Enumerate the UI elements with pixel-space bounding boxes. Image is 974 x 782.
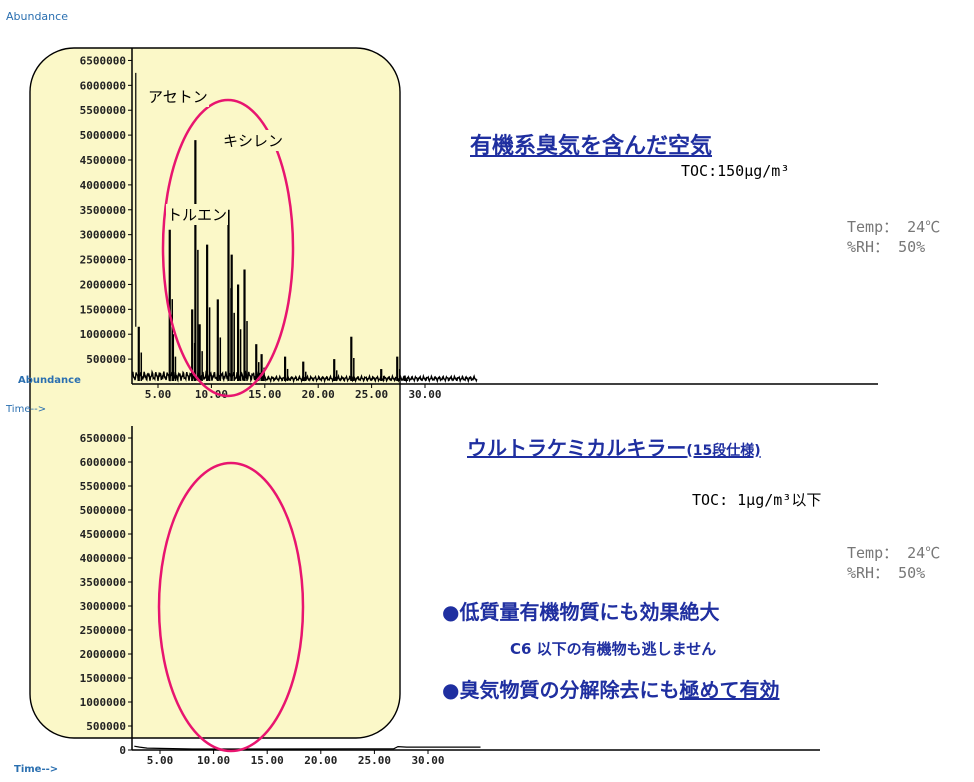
y-tick-label: 2500000 [80,624,126,637]
y-tick-label: 2500000 [80,254,126,267]
chromatogram-trace [134,745,481,750]
y-tick-label: 3500000 [80,204,126,217]
x-tick-label: 10.00 [197,754,230,767]
peak-label-acetone: アセトン [147,86,209,107]
top-chart-title: 有機系臭気を含んだ空気 [470,134,713,159]
top-xlabel: Time--> [6,404,47,415]
bottom-title-main: ウルトラケミカルキラー [467,436,687,460]
bottom-ylabel: Abundance [18,375,81,386]
y-tick-label: 6000000 [80,79,126,92]
top-chart: 500000 1000000 1500000 2000000 2500000 300000… [80,48,878,401]
bottom-rh: %RH： 50% [847,564,926,582]
peak-label-toluene: トルエン [166,204,229,225]
y-tick-label: 4000000 [80,552,126,565]
y-tick-label: 0 [119,744,126,757]
bottom-temp: Temp： 24℃ [847,544,941,562]
feature-bullet-1: ●低質量有機物質にも効果絶大 [442,600,720,624]
highlight-ellipse-bottom [157,461,305,753]
y-tick-label: 6500000 [80,432,126,445]
y-tick-label: 4000000 [80,179,126,192]
x-tick-label: 5.00 [147,754,174,767]
x-tick-label: 30.00 [408,388,441,401]
top-ylabel: Abundance [6,10,68,23]
x-tick-label: 30.00 [411,754,444,767]
top-rh: %RH： 50% [847,238,926,256]
top-toc-value: TOC:150μg/m³ [681,162,790,180]
y-tick-label: 3000000 [80,600,126,613]
y-tick-label: 5000000 [80,504,126,517]
x-tick-label: 20.00 [304,754,337,767]
y-tick-label: 4500000 [80,528,126,541]
x-tick-label: 25.00 [355,388,388,401]
top-temp: Temp： 24℃ [847,218,941,236]
y-tick-label: 5500000 [80,480,126,493]
feature-bullet-2: ●臭気物質の分解除去にも極めて有効 [442,674,779,703]
feature-bullet-2-prefix: ●臭気物質の分解除去にも [442,678,680,702]
chromatogram-baseline [131,369,478,384]
bottom-chart: 0 500000 1000000 1500000 2000000 2500000 30000… [80,426,820,767]
y-tick-label: 2000000 [80,278,126,291]
x-tick-label: 10.00 [195,388,228,401]
y-tick-label: 4500000 [80,154,126,167]
y-tick-label: 500000 [86,720,126,733]
feature-sub-1: C6 以下の有機物も逃しません [510,640,717,658]
highlight-ellipse-top [161,98,295,398]
y-tick-label: 5500000 [80,104,126,117]
y-tick-label: 2000000 [80,648,126,661]
peak-label-xylene: キシレン [222,130,285,151]
x-tick-label: 20.00 [302,388,335,401]
bottom-toc-value: TOC: 1μg/m³以下 [692,491,822,509]
x-tick-label: 15.00 [251,754,284,767]
y-tick-label: 5000000 [80,129,126,142]
y-tick-label: 6500000 [80,54,126,67]
bottom-chart-title: ウルトラケミカルキラー(15段仕様) [467,432,761,461]
y-tick-label: 6000000 [80,456,126,469]
y-tick-label: 500000 [86,353,126,366]
y-tick-label: 1500000 [80,672,126,685]
x-tick-label: 15.00 [248,388,281,401]
y-tick-label: 1000000 [80,696,126,709]
y-tick-label: 1500000 [80,303,126,316]
bottom-xlabel: Time--> [14,764,59,775]
bottom-title-suffix: (15段仕様) [686,443,761,459]
feature-bullet-2-emphasis: 極めて有効 [679,678,780,702]
y-tick-label: 1000000 [80,328,126,341]
x-tick-label: 25.00 [358,754,391,767]
y-tick-label: 3500000 [80,576,126,589]
y-tick-label: 3000000 [80,229,126,242]
x-tick-label: 5.00 [145,388,172,401]
